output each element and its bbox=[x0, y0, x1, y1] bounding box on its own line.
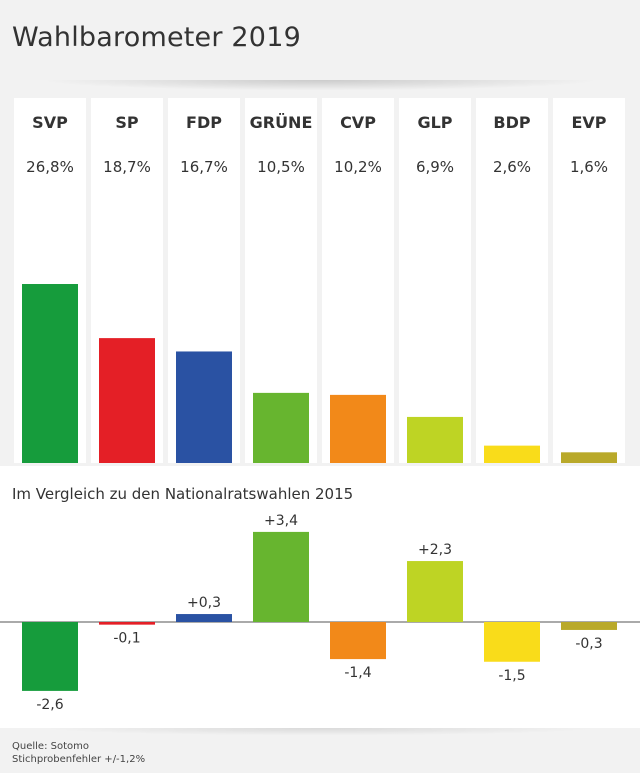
source-note: Quelle: Sotomo Stichprobenfehler +/-1,2% bbox=[12, 740, 145, 766]
party-label-glp: GLP bbox=[417, 113, 452, 132]
column-panel-evp bbox=[553, 98, 625, 463]
change-bar-glp bbox=[407, 561, 463, 622]
change-bar-sp bbox=[99, 622, 155, 625]
change-bar-bdp bbox=[484, 622, 540, 662]
column-panel-bdp bbox=[476, 98, 548, 463]
party-label-sp: SP bbox=[115, 113, 139, 132]
change-label-grune: +3,4 bbox=[264, 513, 298, 529]
bar-fdp bbox=[176, 351, 232, 463]
party-label-fdp: FDP bbox=[186, 113, 222, 132]
comparison-panel bbox=[0, 466, 640, 728]
change-bar-cvp bbox=[330, 622, 386, 660]
sampling-error-line: Stichprobenfehler +/-1,2% bbox=[12, 754, 146, 765]
value-label-glp: 6,9% bbox=[416, 158, 454, 176]
value-label-grune: 10,5% bbox=[257, 158, 305, 176]
bar-sp bbox=[99, 338, 155, 463]
value-label-cvp: 10,2% bbox=[334, 158, 382, 176]
change-label-evp: -0,3 bbox=[575, 636, 602, 652]
change-label-svp: -2,6 bbox=[36, 697, 63, 713]
change-label-cvp: -1,4 bbox=[344, 665, 371, 681]
column-panel-glp bbox=[399, 98, 471, 463]
value-label-sp: 18,7% bbox=[103, 158, 151, 176]
change-label-bdp: -1,5 bbox=[498, 668, 525, 684]
change-bar-svp bbox=[22, 622, 78, 691]
bar-svp bbox=[22, 284, 78, 463]
value-label-fdp: 16,7% bbox=[180, 158, 228, 176]
chart-title: Wahlbarometer 2019 bbox=[12, 22, 301, 53]
value-label-bdp: 2,6% bbox=[493, 158, 531, 176]
value-label-svp: 26,8% bbox=[26, 158, 74, 176]
source-line: Quelle: Sotomo bbox=[12, 741, 89, 752]
bar-cvp bbox=[330, 394, 386, 463]
party-label-cvp: CVP bbox=[340, 113, 376, 132]
change-bar-fdp bbox=[176, 614, 232, 622]
value-label-evp: 1,6% bbox=[570, 158, 608, 176]
change-bar-grune bbox=[253, 531, 309, 622]
vote-share-bar-chart: SVP 26,8% SP 18,7% FDP 16,7% GRÜNE 10,5% CVP 10,2… bbox=[14, 98, 625, 463]
bar-bdp bbox=[484, 445, 540, 463]
header: Wahlbarometer 2019 bbox=[0, 0, 640, 80]
party-label-grune: GRÜNE bbox=[250, 113, 313, 132]
party-label-evp: EVP bbox=[571, 113, 606, 132]
comparison-title: Im Vergleich zu den Nationalratswahlen 2… bbox=[12, 485, 354, 503]
party-label-bdp: BDP bbox=[493, 113, 530, 132]
change-bar-evp bbox=[561, 622, 617, 630]
change-bar-chart: -2,6 -0,1 +0,3 +3,4 -1,4 +2,3 -1,5 -0,3 bbox=[0, 513, 640, 713]
change-label-sp: -0,1 bbox=[113, 631, 140, 647]
party-label-svp: SVP bbox=[32, 113, 68, 132]
bar-grune bbox=[253, 392, 309, 463]
bar-evp bbox=[561, 452, 617, 463]
header-shadow bbox=[0, 80, 640, 94]
change-label-fdp: +0,3 bbox=[187, 595, 221, 611]
footer-shadow bbox=[0, 728, 640, 738]
change-label-glp: +2,3 bbox=[418, 542, 452, 558]
bar-glp bbox=[407, 416, 463, 463]
